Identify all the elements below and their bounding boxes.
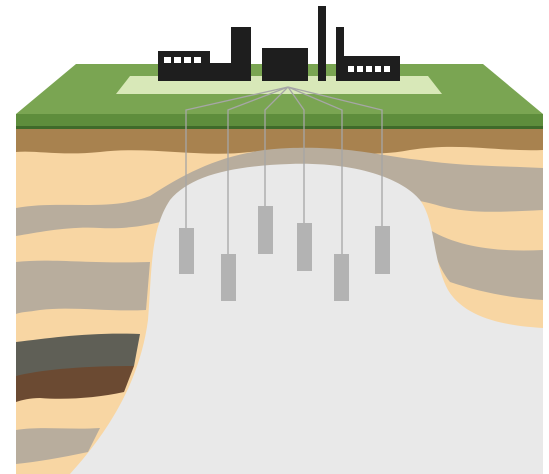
brown-layer [16, 366, 134, 402]
storage-cavern-icon [258, 206, 273, 254]
storage-cavern-icon [334, 254, 349, 301]
pipe-5 [287, 86, 343, 255]
storage-cavern-icon [297, 223, 312, 271]
grey-layer-bottom [16, 428, 100, 464]
window [375, 66, 381, 72]
window [164, 57, 171, 63]
grass-dark-band [16, 126, 543, 129]
storage-cavern-icon [221, 254, 236, 301]
pipe-4 [287, 86, 305, 225]
pipe-2 [227, 86, 289, 255]
window [174, 57, 181, 63]
window [184, 57, 191, 63]
grey-layer-right [430, 230, 543, 300]
window [357, 66, 363, 72]
pipe-3 [264, 86, 289, 207]
window [194, 57, 201, 63]
chimney-icon [318, 6, 326, 81]
storage-cavern-icon [375, 226, 390, 274]
building-tower [231, 27, 251, 81]
window [366, 66, 372, 72]
building-left-annex [208, 63, 232, 81]
pipe-1 [185, 86, 289, 230]
grey-layer-left [16, 260, 150, 314]
windows [164, 57, 390, 72]
dark-grey-layer [16, 333, 140, 376]
factory-icon [158, 6, 400, 81]
chimney-icon [336, 27, 344, 81]
window [384, 66, 390, 72]
pipe-6 [287, 86, 383, 228]
topsoil-layer [16, 128, 543, 154]
storage-caverns [179, 206, 390, 301]
window [348, 66, 354, 72]
building-left [158, 51, 210, 81]
grass-side [16, 114, 543, 128]
pipes [185, 86, 383, 255]
storage-cavern-icon [179, 228, 194, 274]
building-central [262, 48, 308, 81]
